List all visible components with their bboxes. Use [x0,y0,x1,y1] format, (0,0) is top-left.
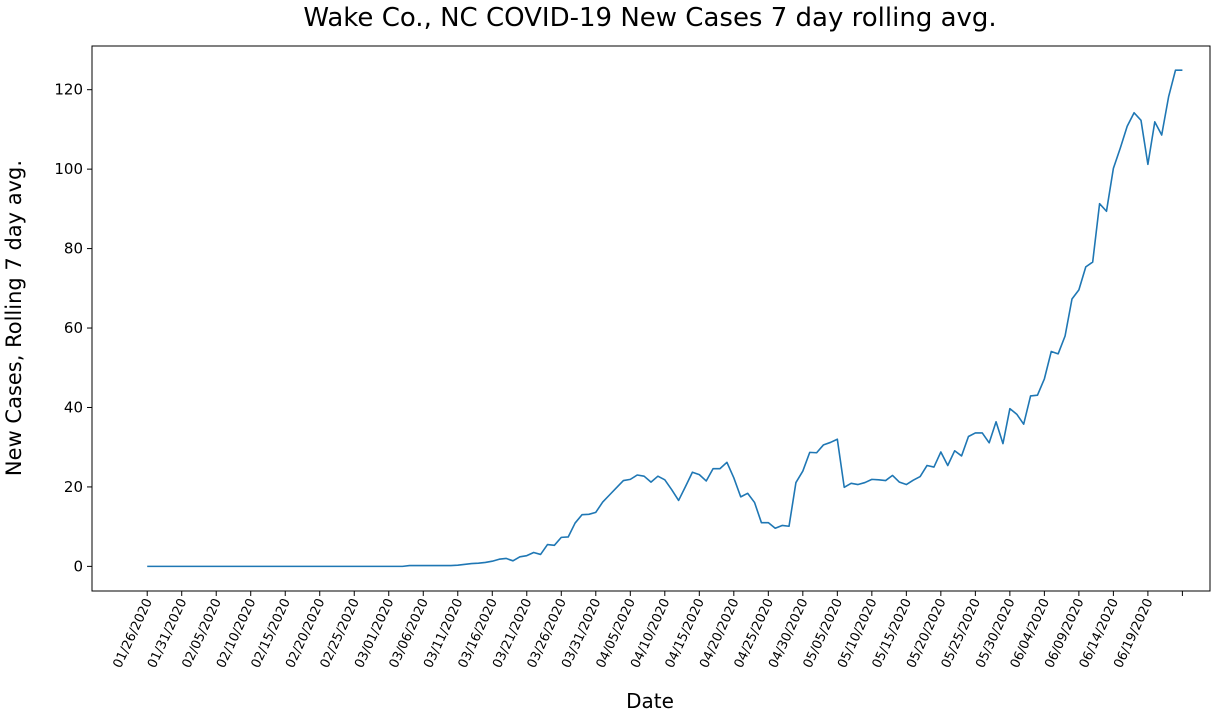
series-line [147,69,1183,568]
y-tick-label: 100 [54,160,83,178]
y-tick-label: 0 [73,557,83,575]
y-axis-label: New Cases, Rolling 7 day avg. [2,160,26,476]
y-tick-label: 120 [54,81,83,99]
x-axis-label: Date [626,689,674,713]
y-tick-label: 40 [64,398,83,416]
y-tick-label: 20 [64,478,83,496]
series-layer [147,69,1183,568]
y-tick-label: 80 [64,240,83,258]
y-tick-label: 60 [64,319,83,337]
y-axis-ticks: 0 20 40 60 80 100 120 [54,81,92,575]
chart-title: Wake Co., NC COVID-19 New Cases 7 day ro… [303,3,996,33]
plot-frame [91,45,1211,592]
